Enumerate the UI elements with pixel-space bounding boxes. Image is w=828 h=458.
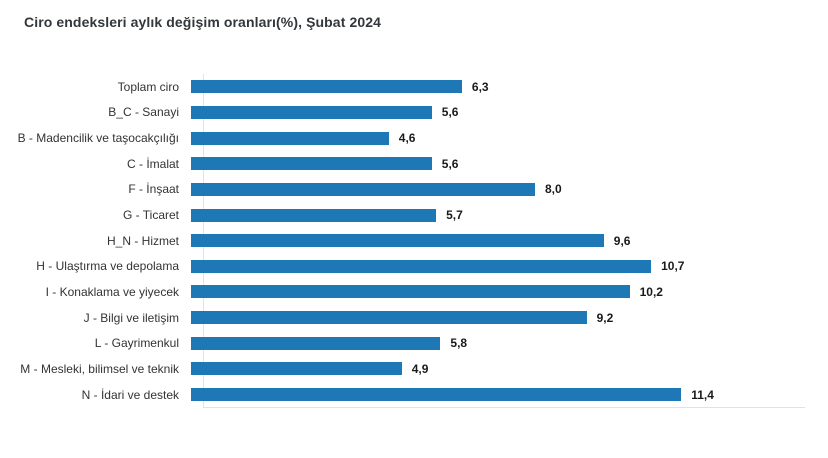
x-axis-line (203, 407, 805, 408)
category-label: J - Bilgi ve iletişim (83, 310, 179, 325)
category-label: L - Gayrimenkul (94, 336, 179, 351)
bar[interactable] (191, 182, 535, 196)
bar-row: G - Ticaret 5,7 (0, 202, 805, 228)
value-label: 10,7 (661, 259, 685, 274)
bar-track: 5,7 (191, 202, 793, 228)
value-label: 5,7 (446, 208, 463, 223)
value-label: 9,2 (596, 310, 614, 325)
bar-row: M - Mesleki, bilimsel ve teknik 4,9 (0, 356, 805, 382)
value-label: 4,9 (411, 361, 429, 376)
bar[interactable] (191, 388, 682, 401)
bar-track: 5,6 (191, 151, 793, 177)
category-label: N - İdari ve destek (81, 387, 179, 402)
category-label: M - Mesleki, bilimsel ve teknik (20, 361, 179, 376)
bar-track: 8,0 (191, 177, 793, 203)
value-label: 8,0 (545, 182, 562, 197)
value-label: 10,2 (639, 284, 663, 299)
bar-row: J - Bilgi ve iletişim 9,2 (0, 305, 805, 331)
bar-row: I - Konaklama ve yiyecek 10,2 (0, 279, 805, 305)
value-label: 4,6 (398, 131, 416, 146)
bar-track: 11,4 (191, 382, 793, 408)
bar[interactable] (191, 234, 604, 248)
category-label: F - İnşaat (128, 182, 179, 197)
bar[interactable] (191, 311, 587, 325)
bar-row: Toplam ciro 6,3 (0, 74, 805, 100)
category-label: H_N - Hizmet (106, 233, 179, 248)
value-label: 5,6 (441, 105, 459, 120)
chart-title: Ciro endeksleri aylık değişim oranları(%… (24, 14, 381, 30)
bar[interactable] (191, 80, 462, 94)
bar[interactable] (191, 285, 630, 299)
bar-track: 4,6 (191, 125, 793, 151)
category-label: G - Ticaret (122, 208, 179, 223)
bar[interactable] (191, 208, 437, 222)
bar-row: C - İmalat 5,6 (0, 151, 805, 177)
bar-row: F - İnşaat 8,0 (0, 177, 805, 203)
category-label: C - İmalat (126, 156, 179, 171)
value-label: 9,6 (613, 233, 631, 248)
bar-track: 5,8 (191, 330, 793, 356)
category-label: B - Madencilik ve taşocakçılığı (17, 131, 179, 146)
bar-track: 10,7 (191, 253, 793, 279)
bar-row: H_N - Hizmet 9,6 (0, 228, 805, 254)
category-label: B_C - Sanayi (108, 105, 179, 120)
bar-track: 9,2 (191, 305, 793, 331)
bar-row: N - İdari ve destek 11,4 (0, 382, 805, 408)
bar[interactable] (191, 259, 652, 273)
x-axis-tick-labels (203, 416, 805, 432)
bar-track: 9,6 (191, 228, 793, 254)
category-label: I - Konaklama ve yiyecek (45, 284, 179, 299)
bar-track: 10,2 (191, 279, 793, 305)
category-label: H - Ulaştırma ve depolama (36, 259, 179, 274)
bar-row: B_C - Sanayi 5,6 (0, 100, 805, 126)
bar[interactable] (191, 362, 402, 376)
bar[interactable] (191, 157, 432, 171)
bar-track: 4,9 (191, 356, 793, 382)
bar-row: L - Gayrimenkul 5,8 (0, 330, 805, 356)
value-label: 5,8 (450, 336, 468, 351)
bar-track: 6,3 (191, 74, 793, 100)
category-label: Toplam ciro (117, 79, 179, 94)
bar[interactable] (191, 105, 432, 119)
bar-track: 5,6 (191, 100, 793, 126)
bar-row: H - Ulaştırma ve depolama 10,7 (0, 253, 805, 279)
value-label: 11,4 (691, 387, 714, 402)
value-label: 6,3 (471, 79, 489, 94)
value-label: 5,6 (441, 156, 459, 171)
bar-rows: Toplam ciro 6,3 B_C - Sanayi 5,6 B - Madenci… (0, 74, 805, 407)
bar-row: B - Madencilik ve taşocakçılığı 4,6 (0, 125, 805, 151)
bar[interactable] (191, 336, 441, 350)
bar[interactable] (191, 131, 389, 145)
